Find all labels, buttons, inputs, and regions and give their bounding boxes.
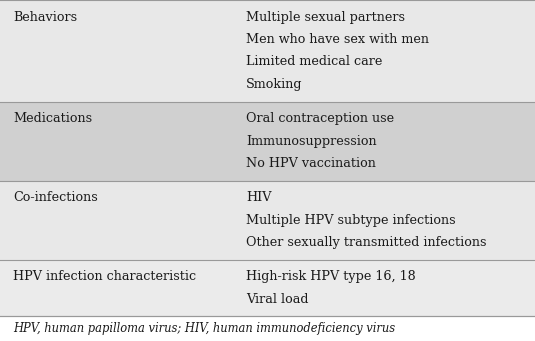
Bar [0, 260, 535, 316]
Text: HIV: HIV [246, 191, 272, 204]
Bar [0, 316, 535, 341]
Text: Medications: Medications [13, 112, 93, 125]
Bar [0, 0, 535, 102]
Bar [0, 102, 535, 181]
Text: Immunosuppression: Immunosuppression [246, 135, 377, 148]
Text: High-risk HPV type 16, 18: High-risk HPV type 16, 18 [246, 270, 416, 283]
Text: Limited medical care: Limited medical care [246, 56, 383, 69]
Text: HPV, human papilloma virus; HIV, human immunodeficiency virus: HPV, human papilloma virus; HIV, human i… [13, 322, 395, 335]
Text: Viral load: Viral load [246, 293, 309, 306]
Text: Men who have sex with men: Men who have sex with men [246, 33, 429, 46]
Text: No HPV vaccination: No HPV vaccination [246, 157, 376, 170]
Text: Multiple sexual partners: Multiple sexual partners [246, 11, 405, 24]
Text: Other sexually transmitted infections: Other sexually transmitted infections [246, 236, 487, 249]
Bar [0, 181, 535, 260]
Text: Co-infections: Co-infections [13, 191, 98, 204]
Text: Multiple HPV subtype infections: Multiple HPV subtype infections [246, 214, 456, 227]
Text: HPV infection characteristic: HPV infection characteristic [13, 270, 196, 283]
Text: Behaviors: Behaviors [13, 11, 78, 24]
Text: Smoking: Smoking [246, 78, 303, 91]
Text: Oral contraception use: Oral contraception use [246, 112, 394, 125]
